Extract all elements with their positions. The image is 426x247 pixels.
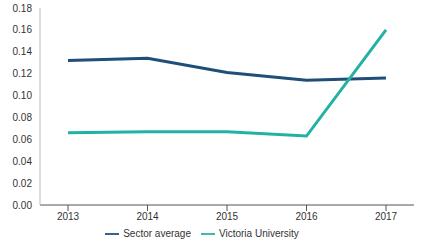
svg-text:0.18: 0.18 (13, 3, 33, 14)
svg-text:0.10: 0.10 (13, 90, 33, 101)
svg-text:0.14: 0.14 (13, 46, 33, 57)
svg-text:0.12: 0.12 (13, 68, 33, 79)
svg-text:2016: 2016 (295, 211, 318, 222)
svg-text:0.06: 0.06 (13, 134, 33, 145)
svg-text:0.16: 0.16 (13, 24, 33, 35)
svg-text:2013: 2013 (57, 211, 80, 222)
svg-text:0.02: 0.02 (13, 178, 33, 189)
svg-text:2017: 2017 (375, 211, 398, 222)
svg-text:2014: 2014 (136, 211, 159, 222)
svg-text:2015: 2015 (216, 211, 239, 222)
svg-text:0.04: 0.04 (13, 156, 33, 167)
html-text:Sector average: Sector average (123, 227, 191, 239)
svg-text:0.00: 0.00 (13, 200, 33, 211)
svg-text:0.08: 0.08 (13, 112, 33, 123)
html-text:Victoria University: Victoria University (219, 227, 299, 239)
